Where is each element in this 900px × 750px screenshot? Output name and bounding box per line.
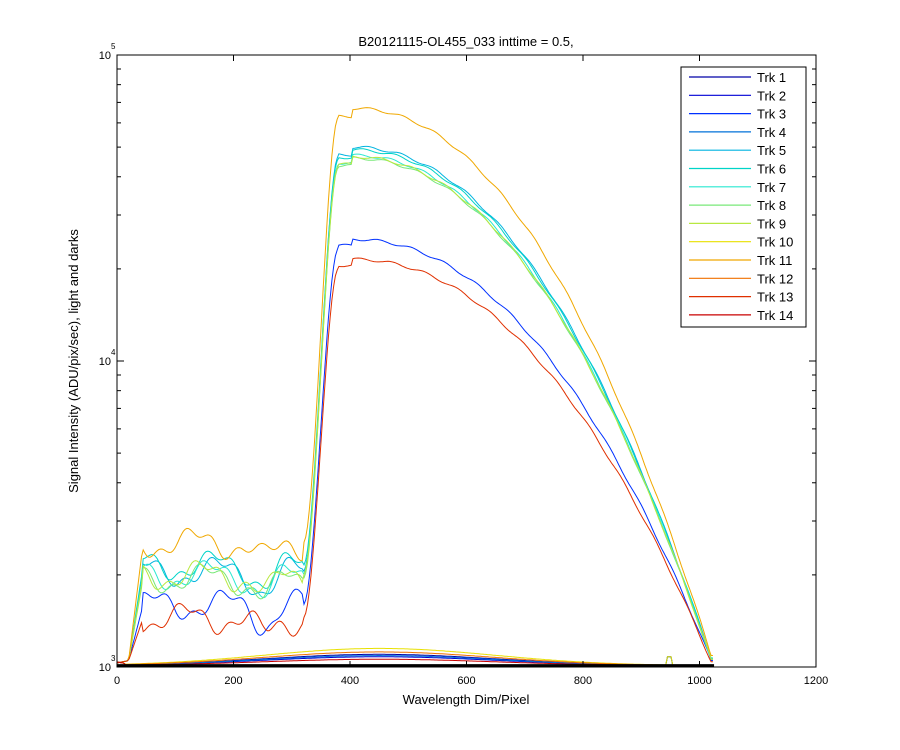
legend-label-trk-9: Trk 9 xyxy=(757,216,786,231)
y-tick-exponent: 5 xyxy=(111,42,116,51)
y-axis-label: Signal Intensity (ADU/pix/sec), light an… xyxy=(66,229,81,493)
legend-box xyxy=(680,66,807,328)
series-line-trk-6 xyxy=(117,148,713,664)
x-tick-label: 1200 xyxy=(804,675,828,687)
legend-label-trk-8: Trk 8 xyxy=(757,198,786,213)
legend-label-trk-1: Trk 1 xyxy=(757,70,786,85)
legend-label-trk-5: Trk 5 xyxy=(757,143,786,158)
x-tick-label: 1000 xyxy=(687,675,711,687)
legend-label-trk-4: Trk 4 xyxy=(757,125,786,140)
chart-title: B20121115-OL455_033 inttime = 0.5, xyxy=(358,34,573,49)
y-tick-label: 10 xyxy=(99,50,111,62)
y-tick-label: 10 xyxy=(99,356,111,368)
series-line-trk-11 xyxy=(117,107,713,664)
x-tick-label: 800 xyxy=(574,675,592,687)
legend-label-trk-3: Trk 3 xyxy=(757,107,786,122)
x-tick-label: 0 xyxy=(114,675,120,687)
x-tick-label: 400 xyxy=(341,675,359,687)
x-tick-label: 200 xyxy=(224,675,242,687)
legend-label-trk-2: Trk 2 xyxy=(757,88,786,103)
y-tick-exponent: 3 xyxy=(111,654,116,663)
x-axis: 0 200 400 600 800 1000 1200 xyxy=(114,55,828,687)
series-line-trk-3 xyxy=(117,238,713,664)
series-line-trk-12 xyxy=(117,651,713,666)
legend-label-trk-7: Trk 7 xyxy=(757,180,786,195)
y-tick-exponent: 4 xyxy=(111,348,116,357)
series-group xyxy=(117,107,715,667)
legend-label-trk-13: Trk 13 xyxy=(757,290,793,305)
y-tick-label: 10 xyxy=(99,662,111,674)
legend: Trk 1 Trk 2 Trk 3 Trk 4 Trk 5 Trk 6 Trk 7 Trk 8… xyxy=(680,66,807,328)
x-tick-label: 600 xyxy=(457,675,475,687)
legend-label-trk-11: Trk 11 xyxy=(757,253,792,268)
legend-label-trk-12: Trk 12 xyxy=(757,271,793,286)
legend-label-trk-10: Trk 10 xyxy=(757,235,793,250)
legend-label-trk-6: Trk 6 xyxy=(757,162,786,177)
legend-label-trk-14: Trk 14 xyxy=(757,308,793,323)
series-line-trk-13 xyxy=(117,257,713,664)
series-line-trk-9 xyxy=(117,155,713,664)
x-axis-label: Wavelength Dim/Pixel xyxy=(403,692,530,707)
